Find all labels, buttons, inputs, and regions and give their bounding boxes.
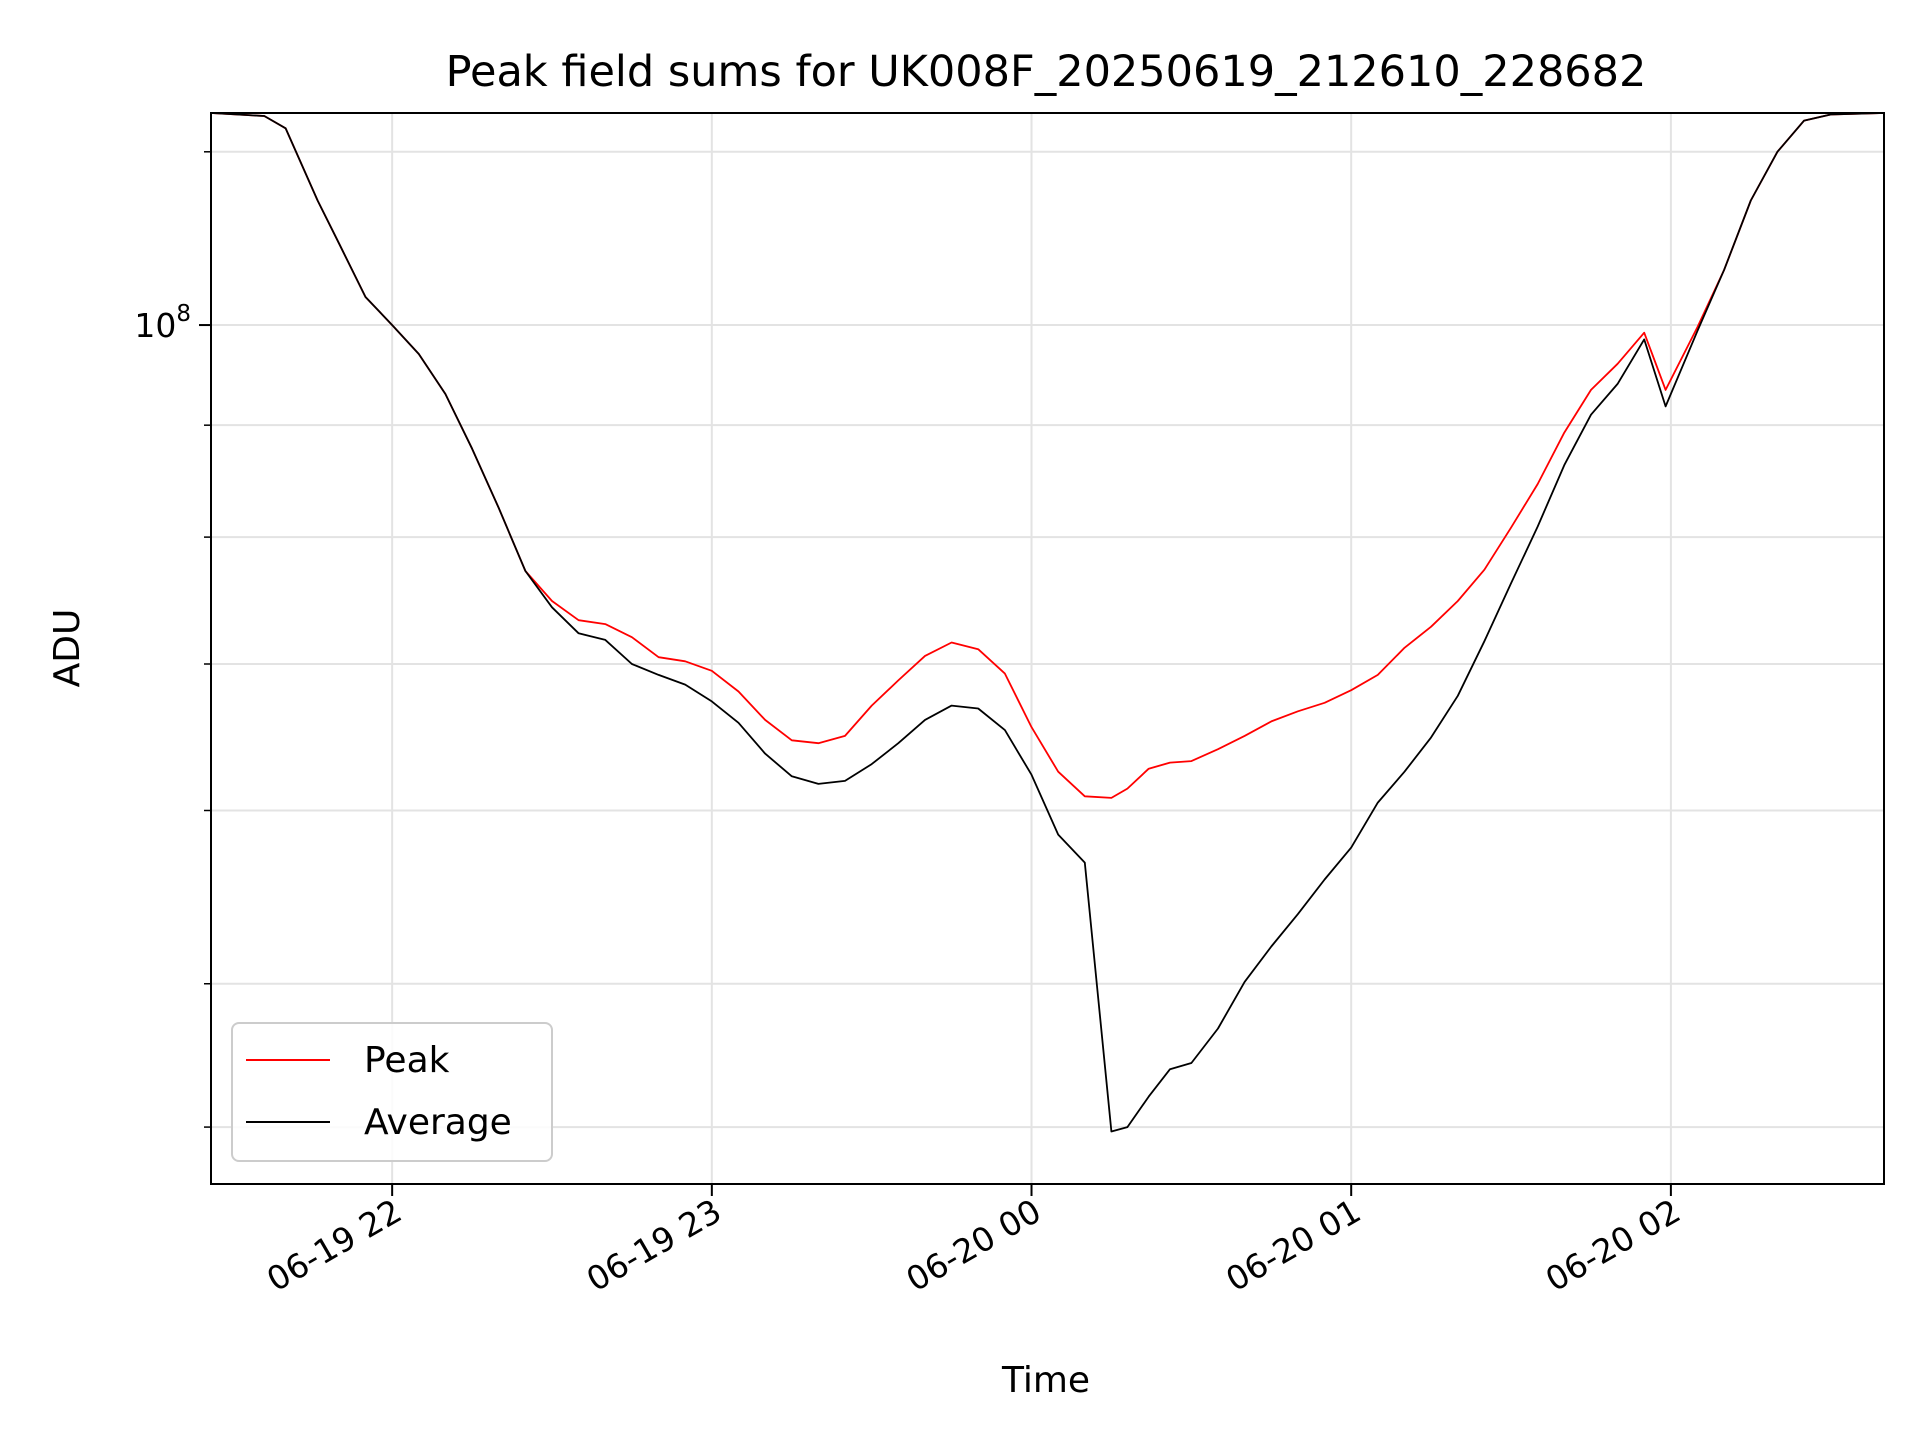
plot-series bbox=[211, 113, 1884, 1133]
chart-title: Peak field sums for UK008F_20250619_2126… bbox=[446, 47, 1647, 97]
legend-label-peak: Peak bbox=[364, 1040, 450, 1081]
x-axis-label: Time bbox=[1001, 1360, 1090, 1401]
y-tick-base: 10 bbox=[134, 306, 176, 345]
legend: Peak Average bbox=[231, 1022, 553, 1162]
legend-label-average: Average bbox=[364, 1102, 512, 1143]
grid bbox=[211, 113, 1884, 1184]
y-axis-label: ADU bbox=[47, 609, 88, 688]
y-tick-exponent: 8 bbox=[176, 301, 191, 327]
series-line-average bbox=[211, 113, 1884, 1133]
y-tick-label: 108 bbox=[134, 301, 191, 345]
legend-box bbox=[231, 1022, 553, 1162]
plot-frame bbox=[210, 112, 1885, 1185]
y-axis-ticks: 108 bbox=[134, 151, 211, 1128]
